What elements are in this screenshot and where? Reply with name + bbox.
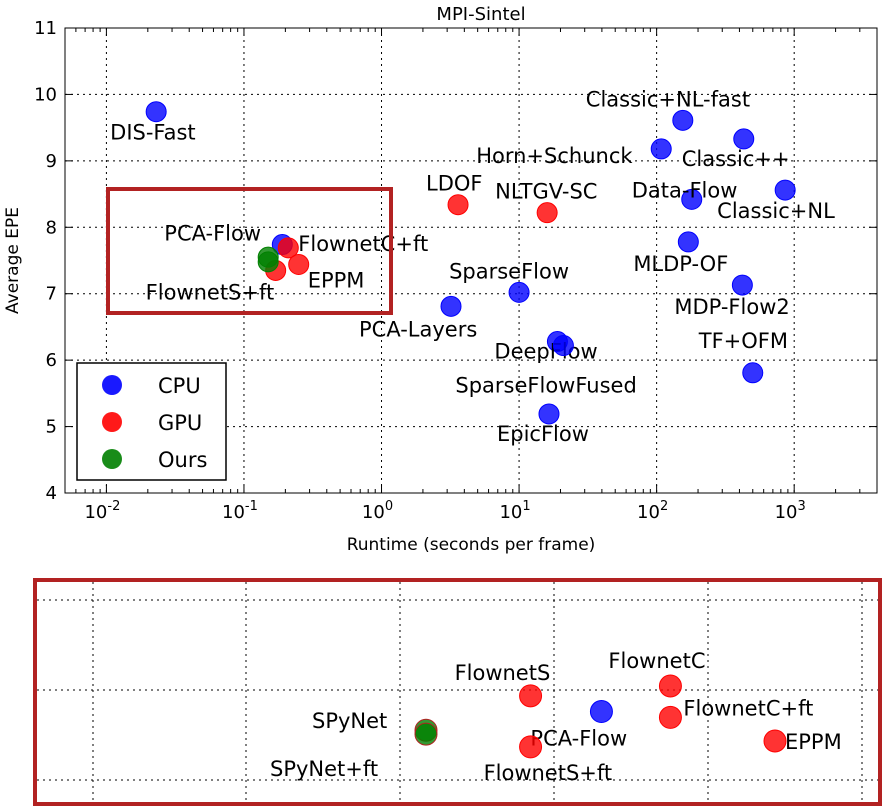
zoom-point-label: SPyNet+ft xyxy=(270,757,378,781)
zoom-data-point xyxy=(658,674,682,698)
y-tick-label: 10 xyxy=(34,84,57,105)
zoom-point-label: FlownetC xyxy=(608,649,705,673)
data-point xyxy=(733,128,755,150)
data-point xyxy=(677,231,699,253)
point-label: TF+OFM xyxy=(698,329,788,353)
zoom-point-label: FlownetS+ft xyxy=(484,761,613,785)
data-point xyxy=(536,202,558,224)
x-tick-label: 10-1 xyxy=(222,499,258,523)
y-tick-label: 9 xyxy=(46,151,57,172)
data-point xyxy=(731,274,753,296)
point-label: LDOF xyxy=(426,172,482,196)
data-point xyxy=(552,335,574,357)
point-label: SparseFlow xyxy=(449,259,569,283)
highlight-box xyxy=(106,187,393,315)
point-label: EPPM xyxy=(308,268,365,292)
y-tick-label: 8 xyxy=(46,217,57,238)
point-label: PCA-Layers xyxy=(359,317,477,341)
zoom-point-label: FlownetS xyxy=(455,661,551,685)
y-tick-label: 5 xyxy=(46,417,57,438)
zoom-data-point xyxy=(414,722,438,746)
x-axis-label: Runtime (seconds per frame) xyxy=(347,535,596,555)
point-label: NLTGV-SC xyxy=(495,180,597,204)
data-point xyxy=(145,101,167,123)
data-point xyxy=(672,109,694,131)
legend-label: CPU xyxy=(158,374,201,398)
zoom-point-label: FlownetC+ft xyxy=(683,696,813,720)
zoom-plot: FlownetS FlownetC SPyNet SPyNet+ft PCA-Flow F… xyxy=(33,578,882,806)
x-tick-label: 100 xyxy=(362,499,393,523)
data-point xyxy=(440,295,462,317)
y-axis-label: Average EPE xyxy=(3,207,23,314)
zoom-data-point xyxy=(519,684,543,708)
zoom-point-label: SPyNet xyxy=(312,709,387,733)
data-point xyxy=(288,253,310,275)
point-label: DIS-Fast xyxy=(110,121,195,145)
legend-label: Ours xyxy=(158,448,207,472)
x-tick-label: 102 xyxy=(637,499,668,523)
zoom-data-point xyxy=(763,729,787,753)
zoom-data-point xyxy=(589,700,613,724)
point-label: FlownetC+ft xyxy=(298,232,428,256)
legend-label: GPU xyxy=(158,411,202,435)
y-tick-label: 11 xyxy=(34,18,57,39)
legend-marker xyxy=(102,412,122,432)
legend: CPU GPU Ours xyxy=(76,362,227,481)
point-label: MDP-Flow2 xyxy=(674,295,789,319)
data-point xyxy=(774,179,796,201)
chart-title: MPI-Sintel xyxy=(436,4,525,25)
legend-marker xyxy=(102,375,122,395)
data-point xyxy=(257,251,279,273)
x-tick-label: 103 xyxy=(775,499,806,523)
data-point xyxy=(538,403,560,425)
point-label: FlownetS+ft xyxy=(146,280,275,304)
zoom-data-point xyxy=(519,735,543,759)
zoom-frame xyxy=(33,578,882,806)
legend-frame xyxy=(76,362,227,481)
zoom-data-point xyxy=(658,705,682,729)
point-label: SparseFlowFused xyxy=(455,374,636,398)
data-point xyxy=(742,362,764,384)
point-label: Classic+NL xyxy=(717,199,835,223)
point-label: DeepFlow xyxy=(494,340,597,364)
data-point xyxy=(508,281,530,303)
main-plot: 10-2 10-1 100 101 102 103 4 5 6 7 8 9 10 11 MPI-Sintel… xyxy=(3,4,878,555)
zoom-point-label: EPPM xyxy=(785,730,842,754)
data-point xyxy=(650,138,672,160)
point-label: Classic++ xyxy=(682,147,790,171)
data-point xyxy=(277,237,299,259)
legend-marker xyxy=(102,449,122,469)
point-label: Data-Flow xyxy=(632,178,738,202)
x-tick-label: 101 xyxy=(499,499,530,523)
point-label: PCA-Flow xyxy=(164,222,261,246)
y-tick-label: 6 xyxy=(46,350,57,371)
point-label: Classic+NL-fast xyxy=(586,87,750,111)
y-tick-label: 7 xyxy=(46,284,57,305)
data-point xyxy=(447,194,469,216)
data-point xyxy=(681,188,703,210)
zoom-point-label: PCA-Flow xyxy=(530,727,627,751)
point-label: Horn+Schunck xyxy=(476,144,633,168)
point-label: EpicFlow xyxy=(497,422,589,446)
plot-frame xyxy=(64,27,878,494)
y-tick-label: 4 xyxy=(46,483,57,504)
x-tick-label: 10-2 xyxy=(84,499,120,523)
point-label: MLDP-OF xyxy=(633,252,728,276)
